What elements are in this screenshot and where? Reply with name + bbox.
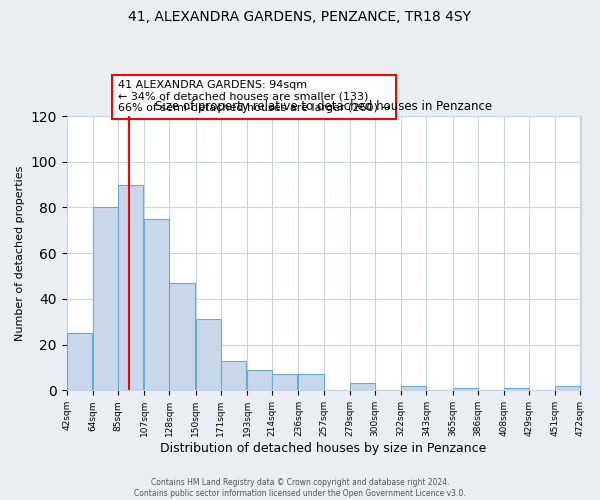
Text: 41 ALEXANDRA GARDENS: 94sqm
← 34% of detached houses are smaller (133)
66% of se: 41 ALEXANDRA GARDENS: 94sqm ← 34% of det…	[118, 80, 391, 114]
Bar	[145, 219, 169, 390]
Bar	[67, 333, 92, 390]
Bar	[452, 388, 478, 390]
Text: 41, ALEXANDRA GARDENS, PENZANCE, TR18 4SY: 41, ALEXANDRA GARDENS, PENZANCE, TR18 4S…	[128, 10, 472, 24]
Bar	[350, 384, 375, 390]
Title: Size of property relative to detached houses in Penzance: Size of property relative to detached ho…	[155, 100, 492, 114]
Bar	[556, 386, 580, 390]
Text: Contains HM Land Registry data © Crown copyright and database right 2024.
Contai: Contains HM Land Registry data © Crown c…	[134, 478, 466, 498]
Bar	[401, 386, 427, 390]
Y-axis label: Number of detached properties: Number of detached properties	[15, 166, 25, 341]
Bar	[221, 360, 246, 390]
Bar	[196, 320, 221, 390]
Bar	[93, 208, 118, 390]
Bar	[298, 374, 323, 390]
X-axis label: Distribution of detached houses by size in Penzance: Distribution of detached houses by size …	[160, 442, 487, 455]
Bar	[247, 370, 272, 390]
Bar	[169, 283, 194, 391]
Bar	[272, 374, 297, 390]
Bar	[118, 184, 143, 390]
Bar	[504, 388, 529, 390]
